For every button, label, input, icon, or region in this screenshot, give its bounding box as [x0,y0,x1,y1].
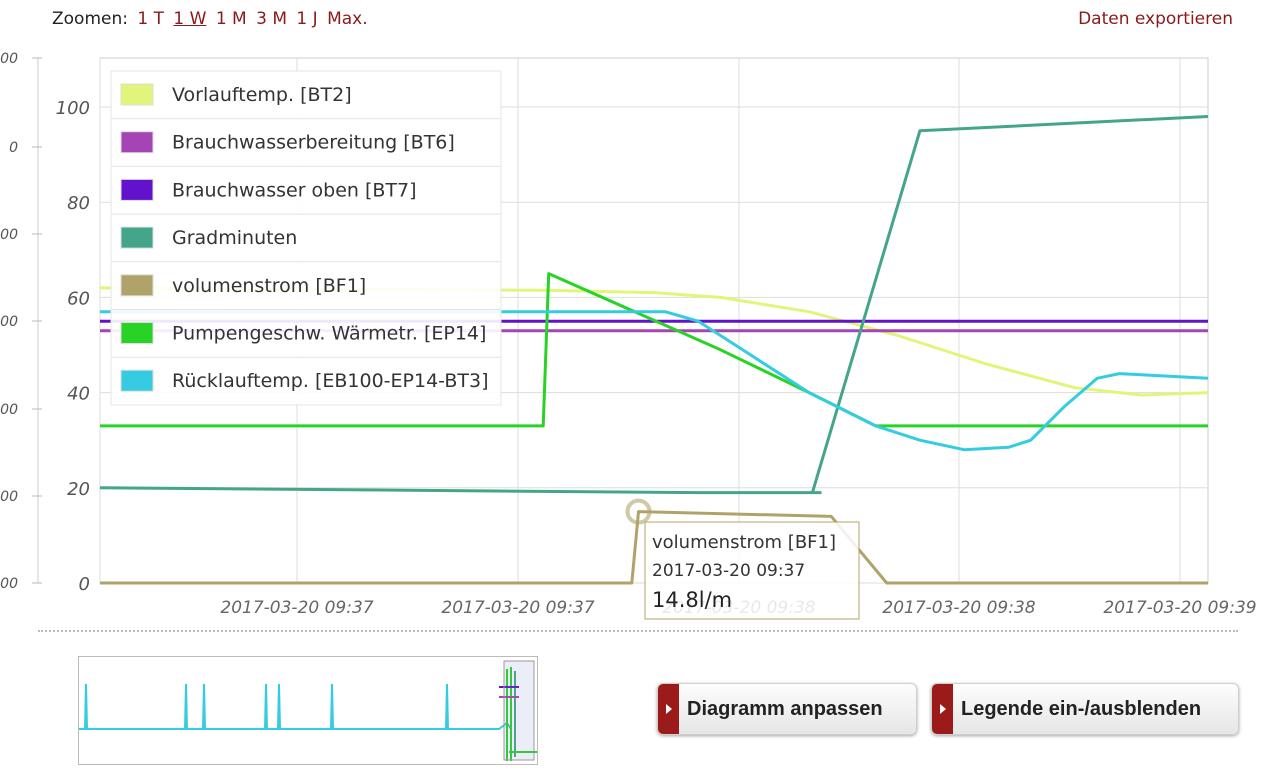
adjust-chart-label: Diagramm anpassen [687,697,883,720]
legend-swatch [120,83,154,106]
zoom-bar: Zoomen: 1 T 1 W 1 M 3 M 1 J Max. [52,9,368,29]
legend-item[interactable]: Brauchwasser oben [BT7] [111,165,501,201]
left-axis-tick-label: 300 [0,402,18,418]
legend-label: Rücklauftemp. [EB100-EP14-BT3] [172,370,488,392]
legend-swatch [120,226,154,249]
tooltip-value: 14.8l/m [652,588,732,612]
left-axis-tick-label: 00 [0,227,18,243]
series-line[interactable] [99,286,1209,397]
y-tick-label: 20 [67,479,90,500]
legend-item[interactable]: Brauchwasserbereitung [BT6] [111,118,501,154]
zoom-option-1m[interactable]: 1 M [215,9,247,29]
toggle-legend-button[interactable]: Legende ein-/ausblenden [931,683,1239,735]
tooltip-series: volumenstrom [BF1] [652,532,836,553]
divider [38,630,1238,632]
legend-label: volumenstrom [BF1] [172,275,366,297]
x-tick-label: 2017-03-20 09:37 [220,598,373,618]
y-tick-label: 60 [67,288,90,309]
legend-swatch [120,131,154,154]
left-axis-tick-label: 00 [0,51,18,67]
hover-marker [625,498,652,525]
legend-swatch [120,322,154,344]
legend-label: Gradminuten [172,227,297,249]
zoom-option-1w[interactable]: 1 W [173,9,207,29]
zoom-label: Zoomen: [52,9,128,29]
tooltip: volumenstrom [BF1] 2017-03-20 09:37 14.8l/… [644,521,860,620]
overview-navigator[interactable] [78,656,538,765]
series-line[interactable] [100,310,1209,452]
legend-box [110,70,502,406]
series-line[interactable] [100,510,1208,585]
tooltip-box [644,521,860,620]
legend-label: Pumpengeschw. Wärmetr. [EP14] [172,323,486,345]
y-tick-label: 100 [56,98,90,119]
legend-label: Brauchwasserbereitung [BT6] [172,132,455,154]
zoom-option-1y[interactable]: 1 J [296,9,318,29]
legend-swatch [120,274,154,297]
export-data-link[interactable]: Daten exportieren [1078,9,1233,29]
legend-item[interactable]: Pumpengeschw. Wärmetr. [EP14] [111,309,501,345]
zoom-option-max[interactable]: Max. [327,9,368,29]
toggle-legend-label: Legende ein-/ausblenden [961,697,1202,720]
legend-item[interactable]: Gradminuten [111,213,501,249]
adjust-chart-button[interactable]: Diagramm anpassen [657,683,917,735]
overview-line [79,683,512,730]
x-tick-label: 2017-03-20 09:38 [882,598,1035,618]
left-axis-tick-label: 0 [9,140,18,156]
line-chart[interactable]: 02040608010000000200300005002017-03-20 0… [0,0,1280,630]
left-axis-tick-label: 00 [0,489,18,505]
legend-swatch [120,178,154,201]
legend-item[interactable]: Rücklauftemp. [EB100-EP14-BT3] [111,356,501,392]
legend-label: Vorlauftemp. [BT2] [172,84,352,106]
tooltip-time: 2017-03-20 09:37 [652,561,805,581]
zoom-option-1d[interactable]: 1 T [137,9,164,29]
legend-item[interactable]: volumenstrom [BF1] [111,261,501,297]
y-tick-label: 80 [67,193,90,214]
y-tick-label: 40 [67,384,90,405]
play-arrow-icon [932,684,953,734]
zoom-option-3m[interactable]: 3 M [256,9,288,29]
overview-range-handle[interactable] [503,660,535,761]
x-tick-label: 2017-03-20 09:39 [1103,598,1256,618]
legend-item[interactable]: Vorlauftemp. [BT2] [120,83,352,106]
legend: Vorlauftemp. [BT2] Brauchwasserbereitung … [110,70,502,406]
left-axis-tick-label: 500 [0,576,18,592]
y-tick-label: 0 [79,574,90,595]
legend-label: Brauchwasser oben [BT7] [172,179,417,201]
left-axis-tick-label: 200 [0,314,18,330]
x-tick-label: 2017-03-20 09:37 [441,598,594,618]
play-arrow-icon [658,684,679,734]
legend-swatch [120,369,154,392]
series-line[interactable] [99,115,1209,495]
